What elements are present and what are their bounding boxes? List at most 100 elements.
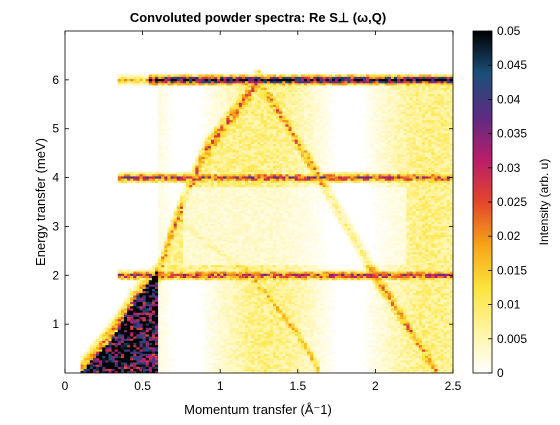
heatmap-cell [151,286,156,289]
heatmap-cell [235,299,240,302]
heatmap-cell [238,292,243,296]
heatmap-cell [133,329,137,333]
heatmap-cell [117,171,122,175]
heatmap-cell [204,334,209,337]
heatmap-cell [251,299,255,302]
heatmap-cell [151,336,156,339]
heatmap-cell [241,78,246,82]
heatmap-cell [213,364,218,367]
heatmap-cell [136,76,140,80]
heatmap-cell [145,362,150,365]
heatmap-cell [155,344,159,348]
heatmap-cell [179,78,184,82]
heatmap-cell [220,303,224,307]
heatmap-cell [142,288,146,292]
heatmap-cell [238,221,243,224]
heatmap-cell [229,258,233,261]
heatmap-cell [238,351,243,354]
heatmap-cell [201,143,205,147]
heatmap-cell [238,171,243,175]
heatmap-cell [170,258,174,261]
heatmap-cell [213,210,218,214]
heatmap-cell [235,89,240,93]
heatmap-cell [186,180,190,183]
heatmap-cell [235,212,240,216]
heatmap-cell [158,193,162,196]
heatmap-cell [176,236,181,240]
heatmap-cell [139,301,143,305]
heatmap-cell [229,301,233,305]
heatmap-cell [248,336,252,339]
heatmap-cell [145,299,150,302]
heatmap-cell [173,236,178,240]
heatmap-cell [226,128,230,131]
heatmap-cell [173,80,178,84]
heatmap-cell [195,212,199,216]
heatmap-cell [248,135,252,138]
heatmap-cell [257,176,261,179]
heatmap-cell [241,254,246,257]
heatmap-cell [238,247,243,250]
heatmap-cell [257,334,261,337]
heatmap-cell [210,327,215,331]
heatmap-cell [254,273,258,276]
heatmap-cell [158,243,162,246]
heatmap-cell [130,273,134,276]
heatmap-cell [263,117,268,121]
heatmap-cell [254,130,258,134]
heatmap-cell [238,83,243,86]
heatmap-cell [207,288,212,292]
heatmap-cell [204,202,209,205]
heatmap-cell [254,264,258,268]
heatmap-cell [223,137,227,140]
heatmap-cell [257,271,261,274]
heatmap-cell [217,85,221,88]
heatmap-cell [257,130,261,134]
heatmap-cell [158,355,162,359]
heatmap-cell [248,230,252,233]
heatmap-cell [161,147,165,151]
heatmap-cell [179,251,184,255]
heatmap-cell [263,176,268,179]
heatmap-cell [254,83,258,86]
heatmap-cell [217,93,221,97]
heatmap-cell [161,362,165,365]
heatmap-cell [223,124,227,127]
heatmap-cell [186,208,190,212]
heatmap-cell [260,182,264,186]
heatmap-cell [235,93,240,97]
heatmap-cell [257,83,261,86]
heatmap-cell [114,351,119,354]
heatmap-cell [148,290,153,294]
heatmap-cell [248,347,252,350]
heatmap-cell [167,178,171,181]
heatmap-cell [217,83,221,86]
heatmap-cell [260,342,264,346]
heatmap-cell [155,362,159,365]
heatmap-cell [263,197,268,201]
heatmap-cell [170,119,174,123]
heatmap-cell [248,102,252,105]
heatmap-cell [176,258,181,261]
heatmap-cell [223,74,227,77]
heatmap-cell [86,353,91,356]
heatmap-cell [266,357,271,361]
heatmap-cell [155,340,159,343]
heatmap-cell [226,249,230,253]
heatmap-cell [204,85,209,88]
heatmap-cell [232,247,237,250]
heatmap-cell [223,215,227,218]
heatmap-cell [207,191,212,194]
heatmap-cell [142,297,146,300]
heatmap-cell [120,357,125,361]
heatmap-cell [142,338,146,341]
heatmap-cell [229,124,233,127]
heatmap-cell [130,355,134,359]
heatmap-cell [145,76,150,80]
heatmap-cell [127,360,131,363]
heatmap-cell [207,171,212,175]
heatmap-cell [161,111,165,114]
heatmap-cell [102,327,106,331]
heatmap-cell [232,290,237,294]
heatmap-cell [158,145,162,149]
